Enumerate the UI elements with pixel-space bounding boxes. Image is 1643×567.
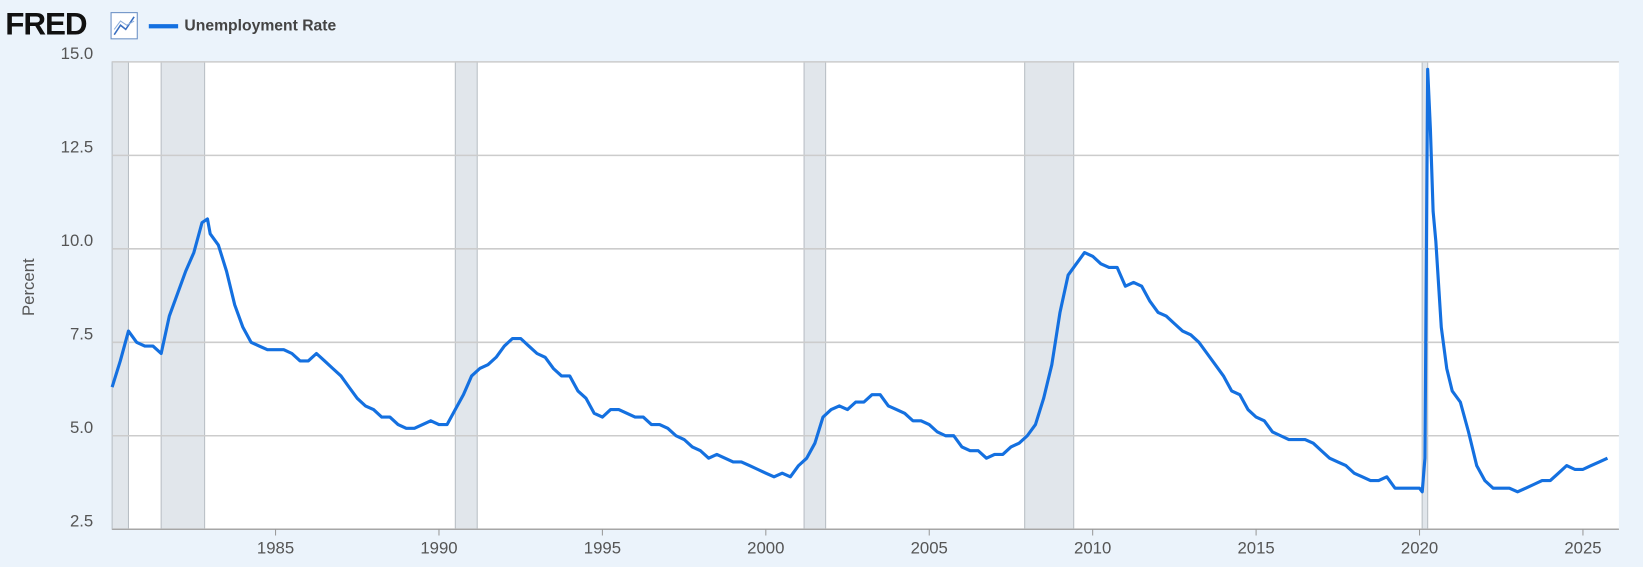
recession-band xyxy=(454,61,478,530)
x-tick-label: 1985 xyxy=(257,539,294,558)
series-line xyxy=(110,67,1609,494)
recession-band xyxy=(160,61,206,530)
recession-band xyxy=(111,61,129,530)
x-tick-label: 2015 xyxy=(1237,539,1274,558)
x-tick-label: 1995 xyxy=(584,539,621,558)
y-tick-label: 15.0 xyxy=(61,44,94,63)
y-tick-label: 7.5 xyxy=(70,324,93,343)
chart-icon xyxy=(110,12,138,40)
logo: FRED xyxy=(5,7,87,42)
x-tick-label: 2020 xyxy=(1401,539,1438,558)
y-tick-label: 12.5 xyxy=(61,137,94,156)
x-tick-label: 1990 xyxy=(420,539,457,558)
y-tick-label: 5.0 xyxy=(70,418,93,437)
y-tick-label: 10.0 xyxy=(61,231,94,250)
y-axis-label: Percent xyxy=(19,258,38,316)
legend-label: Unemployment Rate xyxy=(184,17,336,34)
x-tick-label: 2000 xyxy=(747,539,784,558)
y-tick-label: 2.5 xyxy=(70,511,93,530)
x-tick-label: 2025 xyxy=(1564,539,1601,558)
plot-area xyxy=(112,61,1619,530)
recession-band xyxy=(1024,61,1075,530)
x-tick-label: 2010 xyxy=(1074,539,1111,558)
x-tick-label: 2005 xyxy=(911,539,948,558)
